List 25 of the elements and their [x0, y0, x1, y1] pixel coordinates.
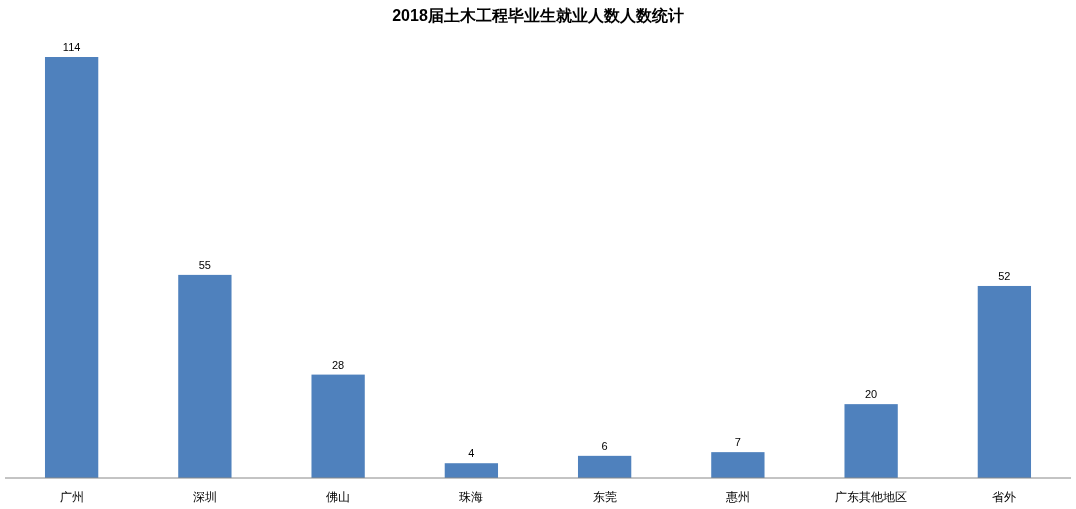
bar — [977, 285, 1032, 478]
data-label: 52 — [998, 269, 1011, 282]
data-label: 6 — [601, 439, 608, 452]
x-tick-label: 珠海 — [459, 490, 484, 504]
bar — [577, 455, 632, 478]
bar — [178, 274, 232, 478]
data-label: 114 — [62, 41, 81, 53]
x-tick-label: 省外 — [992, 490, 1017, 504]
chart-title: 2018届土木工程毕业生就业人数人数统计 — [392, 7, 684, 24]
bar — [444, 463, 499, 478]
data-label: 55 — [198, 258, 211, 271]
x-tick-label: 广东其他地区 — [835, 490, 908, 504]
bar — [711, 452, 765, 478]
x-tick-label: 广州 — [59, 490, 84, 504]
data-label: 7 — [734, 436, 741, 449]
data-label: 4 — [468, 447, 475, 460]
x-tick-label: 深圳 — [192, 490, 217, 504]
bar — [311, 374, 365, 478]
data-label: 20 — [865, 388, 878, 401]
bar — [44, 57, 99, 478]
data-label: 28 — [332, 358, 345, 371]
x-tick-label: 惠州 — [724, 490, 750, 504]
x-tick-label: 东莞 — [592, 490, 617, 504]
x-tick-label: 佛山 — [326, 490, 351, 504]
bar — [844, 404, 898, 478]
